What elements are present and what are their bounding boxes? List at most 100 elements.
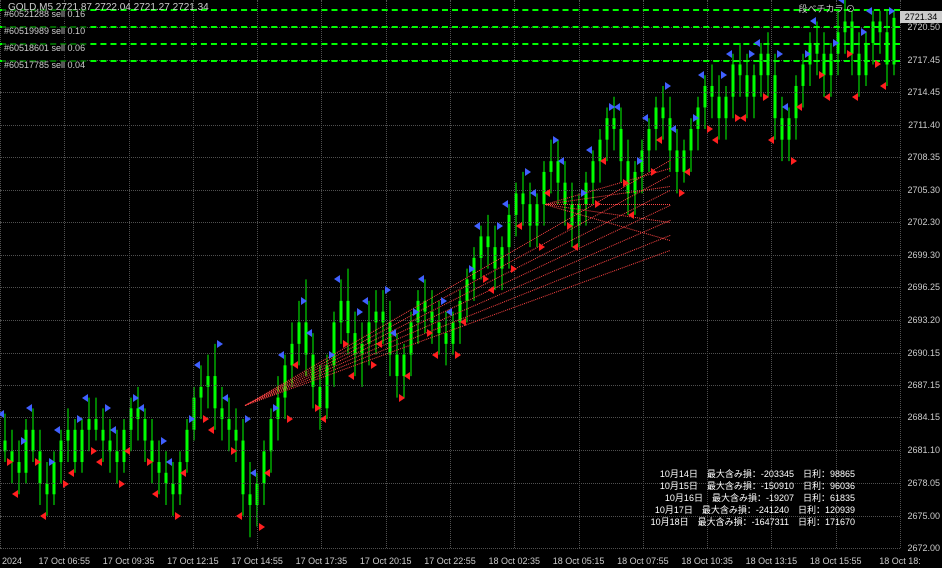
buy-marker-icon [222, 394, 228, 402]
buy-marker-icon [726, 50, 732, 58]
buy-marker-icon [637, 157, 643, 165]
y-axis-label: 2714.45 [907, 87, 940, 97]
sell-marker-icon [511, 265, 517, 273]
buy-marker-icon [390, 329, 396, 337]
sell-marker-icon [40, 512, 46, 520]
buy-marker-icon [418, 275, 424, 283]
x-axis: 7 Oct 202417 Oct 06:5517 Oct 09:3517 Oct… [0, 548, 900, 568]
buy-marker-icon [441, 297, 447, 305]
buy-marker-icon [334, 275, 340, 283]
sell-marker-icon [91, 447, 97, 455]
sell-marker-icon [712, 136, 718, 144]
x-axis-label: 18 Oct 07:55 [617, 556, 669, 566]
sell-marker-icon [231, 447, 237, 455]
sell-marker-icon [796, 103, 802, 111]
buy-marker-icon [194, 361, 200, 369]
buy-marker-icon [497, 222, 503, 230]
sell-marker-icon [852, 93, 858, 101]
buy-marker-icon [413, 308, 419, 316]
y-axis-label: 2675.00 [907, 511, 940, 521]
sell-marker-icon [763, 93, 769, 101]
buy-marker-icon [329, 351, 335, 359]
sell-marker-icon [819, 71, 825, 79]
sell-marker-icon [399, 394, 405, 402]
y-axis-label: 2672.00 [907, 543, 940, 553]
buy-marker-icon [530, 189, 536, 197]
sell-marker-icon [152, 490, 158, 498]
y-axis-label: 2678.05 [907, 478, 940, 488]
sell-marker-icon [259, 523, 265, 531]
buy-marker-icon [749, 50, 755, 58]
buy-marker-icon [54, 426, 60, 434]
sell-marker-icon [119, 480, 125, 488]
sell-marker-icon [68, 469, 74, 477]
y-axis-label: 2684.15 [907, 412, 940, 422]
y-axis-label: 2708.35 [907, 152, 940, 162]
buy-marker-icon [581, 189, 587, 197]
x-axis-label: 17 Oct 09:35 [103, 556, 155, 566]
buy-marker-icon [161, 437, 167, 445]
sell-marker-icon [180, 469, 186, 477]
sell-marker-icon [516, 222, 522, 230]
sell-marker-icon [791, 157, 797, 165]
order-label: #60519989 sell 0.10 [2, 25, 87, 37]
sell-marker-icon [348, 372, 354, 380]
buy-marker-icon [385, 286, 391, 294]
sell-marker-icon [740, 114, 746, 122]
x-axis-label: 18 Oct 02:35 [489, 556, 541, 566]
x-axis-label: 17 Oct 22:55 [424, 556, 476, 566]
sell-marker-icon [208, 426, 214, 434]
chart-area[interactable]: GOLD,M5 2721.87 2722.04 2721.27 2721.34 … [0, 0, 900, 548]
buy-marker-icon [306, 329, 312, 337]
sell-marker-icon [460, 318, 466, 326]
y-axis-label: 2711.40 [908, 120, 940, 130]
sell-marker-icon [539, 243, 545, 251]
y-axis-label: 2690.15 [907, 348, 940, 358]
y-axis-label: 2699.30 [907, 250, 940, 260]
x-axis-label: 17 Oct 14:55 [231, 556, 283, 566]
sell-marker-icon [264, 469, 270, 477]
buy-marker-icon [810, 17, 816, 25]
buy-marker-icon [586, 146, 592, 154]
buy-marker-icon [82, 394, 88, 402]
buy-marker-icon [362, 297, 368, 305]
sell-marker-icon [96, 458, 102, 466]
sell-marker-icon [7, 458, 13, 466]
chart-container[interactable]: GOLD,M5 2721.87 2722.04 2721.27 2721.34 … [0, 0, 942, 568]
y-axis-label: 2696.25 [907, 282, 940, 292]
sell-marker-icon [544, 189, 550, 197]
sell-marker-icon [147, 458, 153, 466]
x-axis-label: 18 Oct 13:15 [746, 556, 798, 566]
sell-marker-icon [292, 361, 298, 369]
buy-marker-icon [138, 404, 144, 412]
x-axis-label: 18 Oct 18: [879, 556, 921, 566]
sell-marker-icon [847, 50, 853, 58]
sell-marker-icon [124, 447, 130, 455]
buy-marker-icon [698, 71, 704, 79]
buy-marker-icon [21, 437, 27, 445]
buy-marker-icon [693, 114, 699, 122]
sell-marker-icon [572, 243, 578, 251]
y-axis-label: 2681.10 [907, 445, 940, 455]
buy-marker-icon [782, 103, 788, 111]
order-label: #60517785 sell 0.04 [2, 59, 87, 71]
sell-marker-icon [824, 93, 830, 101]
buy-marker-icon [642, 114, 648, 122]
buy-marker-icon [469, 265, 475, 273]
sell-marker-icon [35, 458, 41, 466]
sell-marker-icon [236, 512, 242, 520]
buy-marker-icon [245, 415, 251, 423]
stats-line: 10月18日 最大含み損：-1647311 日利：171670 [651, 515, 855, 528]
buy-marker-icon [133, 394, 139, 402]
sell-marker-icon [600, 157, 606, 165]
sell-marker-icon [427, 329, 433, 337]
sell-marker-icon [707, 125, 713, 133]
sell-marker-icon [628, 211, 634, 219]
buy-marker-icon [217, 340, 223, 348]
buy-marker-icon [614, 103, 620, 111]
sell-marker-icon [455, 351, 461, 359]
x-axis-label: 18 Oct 05:15 [553, 556, 605, 566]
buy-marker-icon [278, 351, 284, 359]
buy-marker-icon [665, 82, 671, 90]
buy-marker-icon [754, 39, 760, 47]
